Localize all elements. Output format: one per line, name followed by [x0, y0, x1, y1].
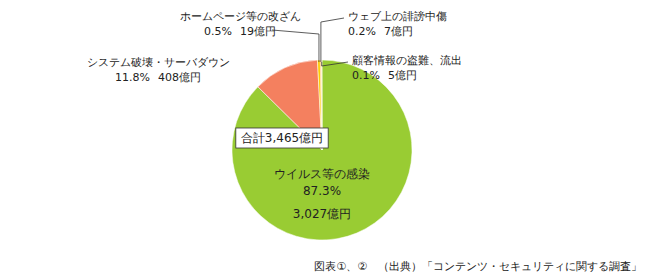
value-label: 11.8% 408億円 — [115, 71, 201, 84]
annotation: 合計3,465億円 — [241, 131, 323, 145]
value-label: 0.1% 5億円 — [352, 69, 417, 82]
leader-line — [322, 62, 348, 66]
percent-label: 11.8% — [115, 71, 150, 84]
total-box: 合計3,465億円 — [236, 128, 328, 148]
category-label: システム破壊・サーバダウン — [87, 56, 230, 69]
category-label: 顧客情報の盗難、流出 — [352, 54, 462, 67]
amount-label: 3,027億円 — [293, 207, 351, 221]
category-label: ウェブ上の誹謗中傷 — [348, 10, 447, 23]
amount-label: 5億円 — [388, 69, 417, 82]
percent-label: 0.1% — [352, 69, 380, 82]
category-label: ホームページ等の改ざん — [180, 10, 301, 23]
value-label: 0.5% 19億円 — [204, 25, 276, 38]
amount-label: 19億円 — [240, 25, 276, 38]
percent-label: 87.3% — [303, 184, 341, 198]
labels: ウイルス等の感染 87.3% 3,027億円 システム破壊・サーバダウン 11.8% 40… — [87, 10, 463, 221]
category-label: ウイルス等の感染 — [274, 167, 370, 181]
pie-slice — [232, 60, 412, 240]
leader-line — [321, 18, 344, 62]
value-label: 0.2% 7億円 — [348, 25, 413, 38]
amount-label: 7億円 — [384, 25, 413, 38]
percent-label: 0.2% — [348, 25, 376, 38]
leader-line — [272, 30, 319, 62]
chart: ウイルス等の感染 87.3% 3,027億円 システム破壊・サーバダウン 11.8% 40… — [0, 0, 648, 278]
amount-label: 408億円 — [158, 71, 201, 84]
percent-label: 0.5% — [204, 25, 232, 38]
annotation-box — [236, 128, 328, 148]
source-note: 図表①、② （出典）「コンテンツ・セキュリティに関する調査」 — [314, 260, 642, 273]
pie — [232, 60, 412, 240]
